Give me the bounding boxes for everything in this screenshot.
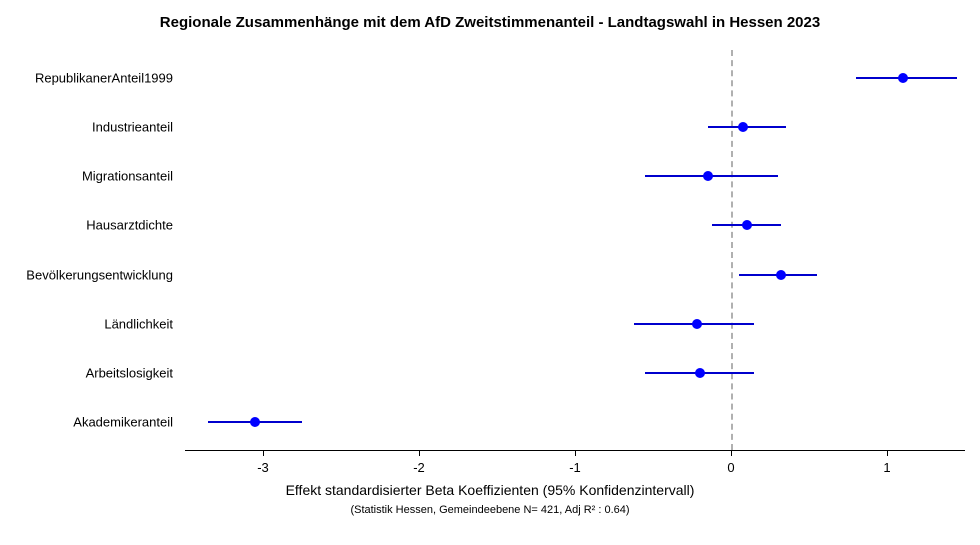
point-estimate (692, 319, 702, 329)
variable-label: Akademikeranteil (73, 415, 173, 430)
point-estimate (703, 171, 713, 181)
point-estimate (738, 122, 748, 132)
x-tick-label: 0 (727, 460, 734, 475)
x-tick (887, 450, 888, 456)
x-tick-label: -2 (413, 460, 425, 475)
variable-label: Migrationsanteil (82, 169, 173, 184)
x-tick-label: -3 (257, 460, 269, 475)
variable-label: Ländlichkeit (104, 316, 173, 331)
variable-label: Bevölkerungsentwicklung (26, 267, 173, 282)
x-tick-label: -1 (569, 460, 581, 475)
x-tick (575, 450, 576, 456)
coefficient-plot: Regionale Zusammenhänge mit dem AfD Zwei… (0, 0, 980, 545)
x-axis-label: Effekt standardisierter Beta Koeffizient… (0, 482, 980, 498)
variable-label: Arbeitslosigkeit (86, 365, 173, 380)
point-estimate (250, 417, 260, 427)
x-tick (419, 450, 420, 456)
point-estimate (898, 73, 908, 83)
x-tick (263, 450, 264, 456)
point-estimate (695, 368, 705, 378)
x-tick (731, 450, 732, 456)
point-estimate (776, 270, 786, 280)
point-estimate (742, 220, 752, 230)
chart-caption: (Statistik Hessen, Gemeindeebene N= 421,… (0, 504, 980, 516)
variable-label: RepublikanerAnteil1999 (35, 71, 173, 86)
x-tick-label: 1 (883, 460, 890, 475)
chart-title: Regionale Zusammenhänge mit dem AfD Zwei… (0, 14, 980, 31)
zero-reference-line (731, 50, 733, 450)
plot-area: -3-2-101RepublikanerAnteil1999Industriea… (185, 50, 965, 450)
variable-label: Hausarztdichte (86, 218, 173, 233)
variable-label: Industrieanteil (92, 120, 173, 135)
